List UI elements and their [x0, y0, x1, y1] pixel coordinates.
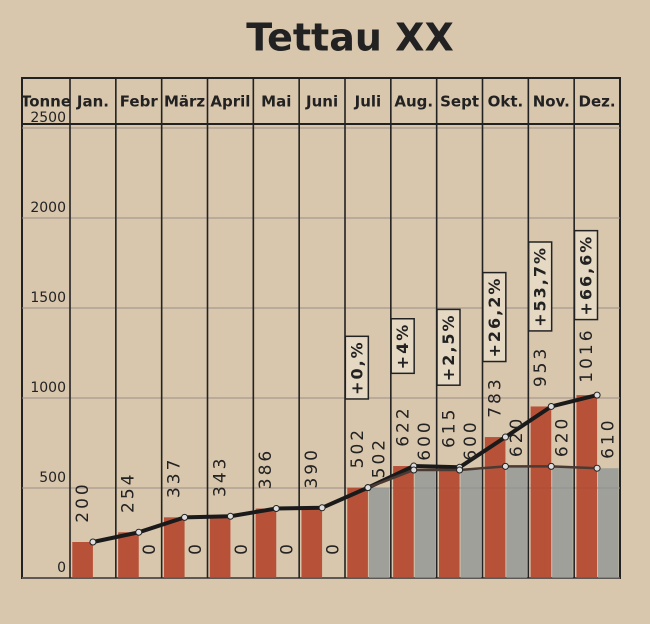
change-box	[573, 229, 599, 321]
value-label: 0	[324, 541, 344, 555]
value-label: 0	[278, 541, 298, 555]
x-tick-label: Mai	[261, 93, 291, 111]
bar	[484, 437, 506, 578]
change-label: +66,6%	[577, 235, 596, 316]
value-label: 783	[485, 376, 505, 417]
y-tick-label: 0	[57, 560, 66, 576]
value-label: 1016	[577, 327, 597, 382]
x-tick-label: Okt.	[488, 93, 524, 111]
bar	[598, 468, 619, 578]
point	[593, 391, 601, 399]
x-tick-label: Febr	[120, 93, 159, 111]
bar	[118, 532, 139, 578]
value-label: 200	[73, 481, 93, 522]
bar	[301, 507, 323, 578]
bar	[255, 508, 277, 578]
y-tick-label: 1500	[30, 290, 66, 306]
value-label: 622	[394, 405, 414, 446]
x-tick-label: Juli	[354, 93, 382, 111]
chart-title: Tettau XX	[246, 16, 454, 60]
bar	[552, 466, 573, 578]
value-label: 615	[440, 407, 460, 448]
x-tick-label: Jan.	[76, 93, 109, 111]
value-label: 620	[507, 416, 527, 457]
change-label-box: +0,%	[344, 335, 370, 400]
bar	[506, 466, 527, 578]
change-label-box: +66,6%	[573, 229, 599, 321]
point	[456, 466, 464, 474]
point	[547, 402, 555, 410]
point	[89, 538, 97, 546]
value-label: 620	[553, 416, 573, 457]
point	[364, 484, 372, 492]
bar	[438, 467, 460, 578]
value-label: 390	[302, 447, 322, 488]
value-label: 953	[531, 346, 551, 387]
value-label: 337	[165, 457, 185, 498]
line	[367, 465, 598, 489]
point	[135, 528, 143, 536]
change-label: +53,7%	[531, 246, 550, 327]
x-tick-label: Aug.	[394, 93, 433, 111]
value-label: 502	[348, 427, 368, 468]
bar	[576, 395, 598, 578]
change-box	[344, 335, 370, 400]
value-label: 0	[186, 541, 206, 555]
x-tick-label: Nov.	[533, 93, 570, 111]
change-label: +2,5%	[439, 313, 458, 381]
change-label: +26,2%	[485, 277, 504, 358]
point	[593, 464, 601, 472]
y-tick-label: 2500	[30, 110, 66, 126]
value-label: 610	[599, 417, 619, 458]
point	[410, 466, 418, 474]
bar	[393, 466, 414, 578]
y-tick-label: 2000	[30, 200, 66, 216]
bar	[72, 542, 93, 578]
value-label: 386	[256, 448, 276, 489]
point	[226, 512, 234, 520]
change-label-box: +53,7%	[527, 241, 553, 332]
change-box	[390, 318, 415, 375]
point	[501, 433, 509, 441]
x-tick-label: Dez.	[579, 93, 616, 111]
change-box	[527, 241, 553, 332]
y-header: Tonne	[21, 93, 71, 111]
change-box	[436, 308, 461, 386]
value-label: 254	[119, 472, 139, 513]
x-tick-label: April	[210, 93, 250, 111]
point	[318, 504, 326, 512]
change-label-box: +26,2%	[482, 271, 507, 363]
line	[92, 393, 598, 544]
value-label: 0	[140, 541, 160, 555]
change-label-box: +4%	[390, 318, 415, 375]
value-label: 0	[232, 541, 252, 555]
y-tick-label: 1000	[30, 380, 66, 396]
point	[501, 462, 509, 470]
value-label: 502	[369, 437, 389, 478]
x-tick-label: Sept	[440, 93, 479, 111]
x-tick-label: Juni	[305, 93, 338, 111]
bar	[530, 406, 552, 578]
value-label: 343	[210, 456, 230, 497]
bar	[163, 517, 185, 578]
bar	[347, 487, 368, 578]
bar	[368, 487, 390, 578]
change-box	[482, 271, 507, 363]
change-label-box: +2,5%	[436, 308, 461, 386]
bar	[414, 470, 436, 578]
point	[272, 505, 280, 513]
bar	[460, 470, 482, 578]
y-tick-label: 500	[39, 470, 66, 486]
value-label: 600	[415, 419, 435, 460]
point	[181, 513, 189, 521]
x-tick-label: März	[164, 93, 205, 111]
bar	[209, 516, 231, 578]
point	[547, 462, 555, 470]
value-label: 600	[461, 419, 481, 460]
change-label: +4%	[393, 323, 412, 370]
change-label: +0,%	[347, 340, 366, 395]
